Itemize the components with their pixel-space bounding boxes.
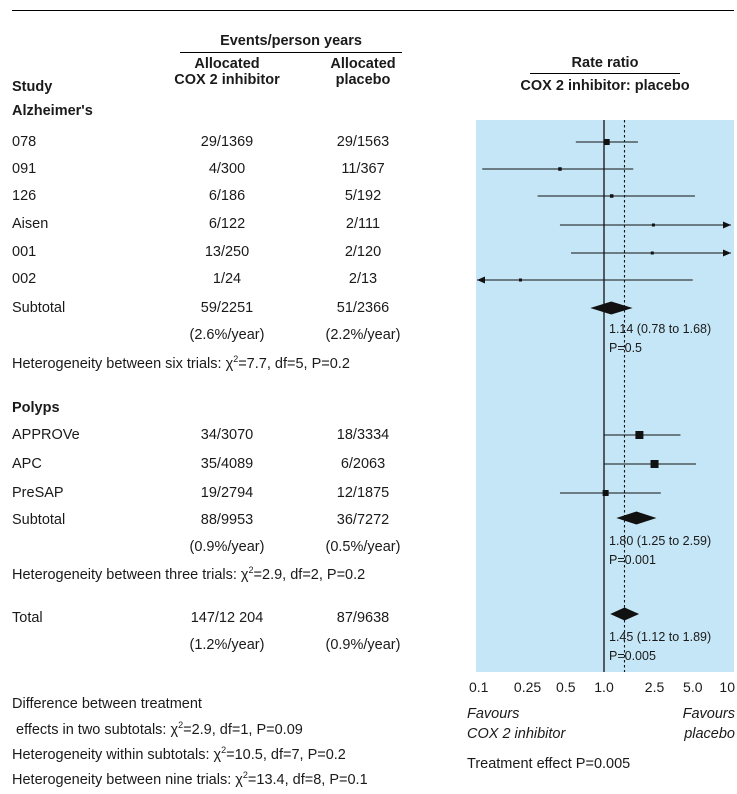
- col-placebo-header-1: Allocated: [330, 56, 396, 72]
- cox-rate: (0.9%/year): [189, 539, 265, 555]
- study-name: 001: [12, 244, 37, 260]
- placebo-events: 2/120: [344, 244, 382, 260]
- treatment-effect: Treatment effect P=0.005: [467, 756, 631, 772]
- placebo-events: 12/1875: [336, 485, 390, 501]
- placebo-events: 2/13: [348, 271, 378, 287]
- favours-right-2: placebo: [684, 726, 735, 742]
- study-point: [650, 251, 654, 255]
- placebo-rate: (0.9%/year): [325, 637, 401, 653]
- plot-title-1: Rate ratio: [571, 55, 639, 71]
- group-title: Events/person years: [220, 33, 362, 49]
- pooled-diamond: [616, 511, 657, 525]
- section-title-alzheimers: Alzheimer's: [12, 103, 93, 119]
- placebo-events: 87/9638: [336, 610, 390, 626]
- study-point: [518, 278, 522, 282]
- plot-background: [476, 120, 734, 672]
- placebo-rate: (2.2%/year): [325, 327, 401, 343]
- col-placebo-header-2: placebo: [335, 72, 391, 88]
- footnote-difference-1: Difference between treatment: [12, 696, 202, 712]
- study-point: [602, 490, 609, 496]
- favours-left-1: Favours: [467, 706, 520, 722]
- cox-events: 29/1369: [200, 134, 254, 150]
- subtotal-label: Subtotal: [12, 512, 66, 528]
- col-cox-header-2: COX 2 inhibitor: [174, 72, 280, 88]
- cox-events: 4/300: [208, 161, 246, 177]
- col-cox-header-1: Allocated: [194, 56, 260, 72]
- footnote-within-subtotals: Heterogeneity within subtotals: χ2=10.5,…: [12, 745, 346, 763]
- heterogeneity-alzheimers: Heterogeneity between six trials: χ2=7.7…: [12, 354, 350, 372]
- cox-events: 6/122: [208, 216, 246, 232]
- ci-arrow-right: [723, 221, 731, 229]
- cox-rate: (2.6%/year): [189, 327, 265, 343]
- ci-arrow-left: [477, 276, 485, 284]
- study-name: PreSAP: [12, 485, 64, 501]
- study-name: 126: [12, 188, 37, 204]
- ci-arrow-right: [723, 249, 731, 257]
- placebo-events: 51/2366: [336, 300, 390, 316]
- study-point: [651, 223, 655, 227]
- x-tick-label: 0.5: [556, 679, 576, 695]
- placebo-events: 36/7272: [336, 512, 390, 528]
- x-tick-label: 5.0: [683, 679, 703, 695]
- subtotal-estimate-polyps: 1.80 (1.25 to 2.59): [609, 534, 711, 548]
- study-name: Aisen: [12, 216, 49, 232]
- plot-title-2: COX 2 inhibitor: placebo: [520, 78, 690, 94]
- placebo-events: 5/192: [344, 188, 382, 204]
- footnote-nine-trials: Heterogeneity between nine trials: χ2=13…: [12, 770, 368, 788]
- placebo-rate: (0.5%/year): [325, 539, 401, 555]
- x-tick-label: 10: [719, 679, 735, 695]
- heterogeneity-polyps: Heterogeneity between three trials: χ2=2…: [12, 565, 366, 583]
- study-point: [650, 460, 659, 468]
- favours-left-2: COX 2 inhibitor: [467, 726, 566, 742]
- total-p: P=0.005: [609, 649, 656, 663]
- study-name: 078: [12, 134, 37, 150]
- total-label: Total: [12, 610, 43, 626]
- study-point: [603, 139, 610, 145]
- study-name: APPROVe: [12, 427, 80, 443]
- favours-right-1: Favours: [682, 706, 735, 722]
- footnote-difference-2: effects in two subtotals: χ2=2.9, df=1, …: [16, 720, 303, 738]
- cox-events: 19/2794: [200, 485, 254, 501]
- study-name: 091: [12, 161, 37, 177]
- placebo-events: 29/1563: [336, 134, 390, 150]
- study-name: APC: [12, 456, 42, 472]
- study-column-header: Study: [12, 79, 53, 95]
- group-title-underline: [180, 52, 402, 53]
- cox-events: 147/12 204: [190, 610, 264, 626]
- study-point: [558, 167, 562, 171]
- subtotal-estimate-alzheimers: 1.14 (0.78 to 1.68): [609, 322, 711, 336]
- placebo-events: 6/2063: [340, 456, 386, 472]
- cox-events: 35/4089: [200, 456, 254, 472]
- pooled-diamond: [610, 607, 640, 621]
- cox-events: 1/24: [212, 271, 242, 287]
- plot-title-underline: [530, 73, 680, 74]
- x-tick-label: 2.5: [645, 679, 665, 695]
- x-tick-label: 1.0: [594, 679, 614, 695]
- subtotal-label: Subtotal: [12, 300, 66, 316]
- x-tick-label: 0.25: [514, 679, 541, 695]
- subtotal-p-alzheimers: P=0.5: [609, 341, 642, 355]
- cox-events: 59/2251: [200, 300, 254, 316]
- cox-rate: (1.2%/year): [189, 637, 265, 653]
- study-point: [635, 431, 644, 439]
- placebo-events: 11/367: [341, 161, 385, 177]
- study-name: 002: [12, 271, 37, 287]
- total-estimate: 1.45 (1.12 to 1.89): [609, 630, 711, 644]
- placebo-events: 18/3334: [336, 427, 390, 443]
- section-title-polyps: Polyps: [12, 400, 60, 416]
- cox-events: 88/9953: [200, 512, 254, 528]
- top-rule: [12, 10, 734, 11]
- cox-events: 6/186: [208, 188, 246, 204]
- cox-events: 13/250: [204, 244, 250, 260]
- subtotal-p-polyps: P=0.001: [609, 553, 656, 567]
- placebo-events: 2/111: [345, 216, 381, 232]
- cox-events: 34/3070: [200, 427, 254, 443]
- x-tick-label: 0.1: [469, 679, 489, 695]
- study-point: [609, 194, 614, 198]
- pooled-diamond: [590, 301, 633, 315]
